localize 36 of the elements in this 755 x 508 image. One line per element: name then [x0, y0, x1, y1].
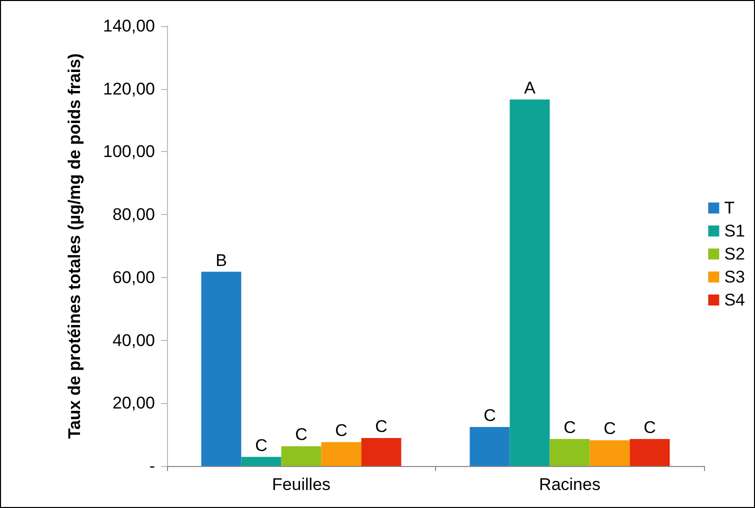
legend-label: S1 [724, 222, 746, 240]
data-label: C [484, 406, 496, 426]
bar [510, 100, 550, 466]
y-tick-label: 20,00 [112, 394, 155, 413]
data-label: C [335, 421, 348, 440]
y-tick-label: 120,00 [103, 79, 155, 98]
bar [590, 440, 630, 466]
legend-label: T [724, 198, 735, 218]
x-tick-label: Feuilles [272, 475, 331, 494]
data-label: C [604, 419, 616, 438]
data-label: C [255, 436, 268, 455]
legend-label: S4 [724, 290, 746, 310]
data-label: C [295, 425, 308, 444]
data-label: C [644, 418, 656, 437]
y-tick-label: 140,00 [103, 16, 155, 36]
bar [321, 442, 362, 466]
legend-label: S2 [724, 244, 746, 264]
data-label: A [524, 78, 536, 98]
y-tick-label: 80,00 [112, 205, 155, 224]
legend-label: S3 [724, 268, 746, 286]
bar [281, 446, 322, 466]
bar [630, 438, 670, 466]
x-tick-label: Racines [539, 475, 600, 494]
y-tick-label: 40,00 [112, 330, 155, 350]
bar [241, 456, 282, 466]
y-axis-title: Taux de protéines totales (µg/mg de poids frais) [65, 53, 84, 439]
bar [361, 438, 402, 466]
bar [470, 427, 510, 466]
data-label: C [375, 417, 388, 436]
bar [201, 272, 242, 466]
y-tick-label: 60,00 [112, 268, 155, 287]
y-tick-label: - [149, 456, 155, 476]
y-tick-label: 100,00 [103, 142, 155, 162]
data-label: B [216, 250, 227, 270]
bar [550, 438, 590, 466]
data-label: C [564, 418, 576, 437]
